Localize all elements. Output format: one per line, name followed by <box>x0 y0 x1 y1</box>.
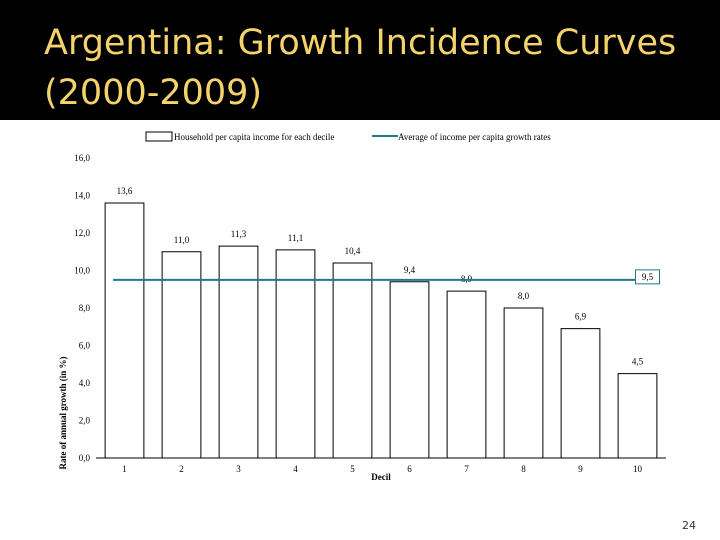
legend-bar-label: Household per capita income for each dec… <box>174 132 334 142</box>
x-ticks: 1 2 3 4 5 6 7 8 9 10 <box>122 464 642 474</box>
y-tick-label: 16,0 <box>74 153 90 163</box>
x-tick-label: 10 <box>633 464 643 474</box>
bar-decile-6 <box>389 281 430 459</box>
bar-value-label: 13,6 <box>117 186 133 196</box>
bar-decile-5 <box>332 262 373 459</box>
bar-value-label: 11,0 <box>174 235 190 245</box>
slide-title: Argentina: Growth Incidence Curves (2000… <box>44 23 677 113</box>
bar-value-label: 6,9 <box>575 312 587 322</box>
y-tick-label: 8,0 <box>79 303 91 313</box>
x-tick-label: 9 <box>578 464 583 474</box>
bar-decile-3 <box>218 245 259 459</box>
bar-decile-8 <box>503 307 544 459</box>
x-tick-label: 2 <box>179 464 184 474</box>
y-tick-label: 4,0 <box>79 378 91 388</box>
legend-bar-swatch <box>145 131 173 142</box>
bars <box>104 202 658 459</box>
x-tick-label: 8 <box>521 464 526 474</box>
y-tick-label: 6,0 <box>79 341 91 351</box>
growth-incidence-chart: Household per capita income for each dec… <box>58 131 666 482</box>
legend: Household per capita income for each dec… <box>145 131 551 142</box>
x-axis-label: Decil <box>371 472 391 482</box>
x-tick-label: 5 <box>350 464 355 474</box>
bar-value-label: 11,3 <box>231 229 247 239</box>
y-tick-label: 0,0 <box>79 453 91 463</box>
y-axis-label: Rate of annual growth (in %) <box>58 356 68 469</box>
page-number: 24 <box>682 519 696 532</box>
bar-decile-1 <box>104 202 145 459</box>
title-bar <box>0 0 720 120</box>
average-label-box <box>635 269 660 285</box>
average-label: 9,5 <box>642 272 654 282</box>
y-ticks: 0,0 2,0 4,0 6,0 8,0 10,0 12,0 14,0 16,0 <box>74 153 90 463</box>
bar-value-label: 10,4 <box>345 246 361 256</box>
bar-value-label: 9,4 <box>404 265 416 275</box>
legend-average-label: Average of income per capita growth rate… <box>398 132 551 142</box>
bar-decile-9 <box>560 328 601 459</box>
x-tick-label: 7 <box>464 464 469 474</box>
x-tick-label: 3 <box>236 464 241 474</box>
y-tick-label: 10,0 <box>74 266 90 276</box>
bar-decile-4 <box>275 249 316 459</box>
bar-value-label: 11,1 <box>288 233 303 243</box>
bar-value-label: 4,5 <box>632 357 644 367</box>
x-tick-label: 4 <box>293 464 298 474</box>
x-tick-label: 6 <box>407 464 412 474</box>
y-tick-label: 12,0 <box>74 228 90 238</box>
bar-decile-2 <box>161 251 202 459</box>
y-tick-label: 2,0 <box>79 416 91 426</box>
bar-decile-7 <box>446 290 487 459</box>
x-tick-label: 1 <box>122 464 127 474</box>
y-tick-label: 14,0 <box>74 191 90 201</box>
bar-decile-10 <box>617 373 658 459</box>
bar-value-label: 8,0 <box>518 291 530 301</box>
